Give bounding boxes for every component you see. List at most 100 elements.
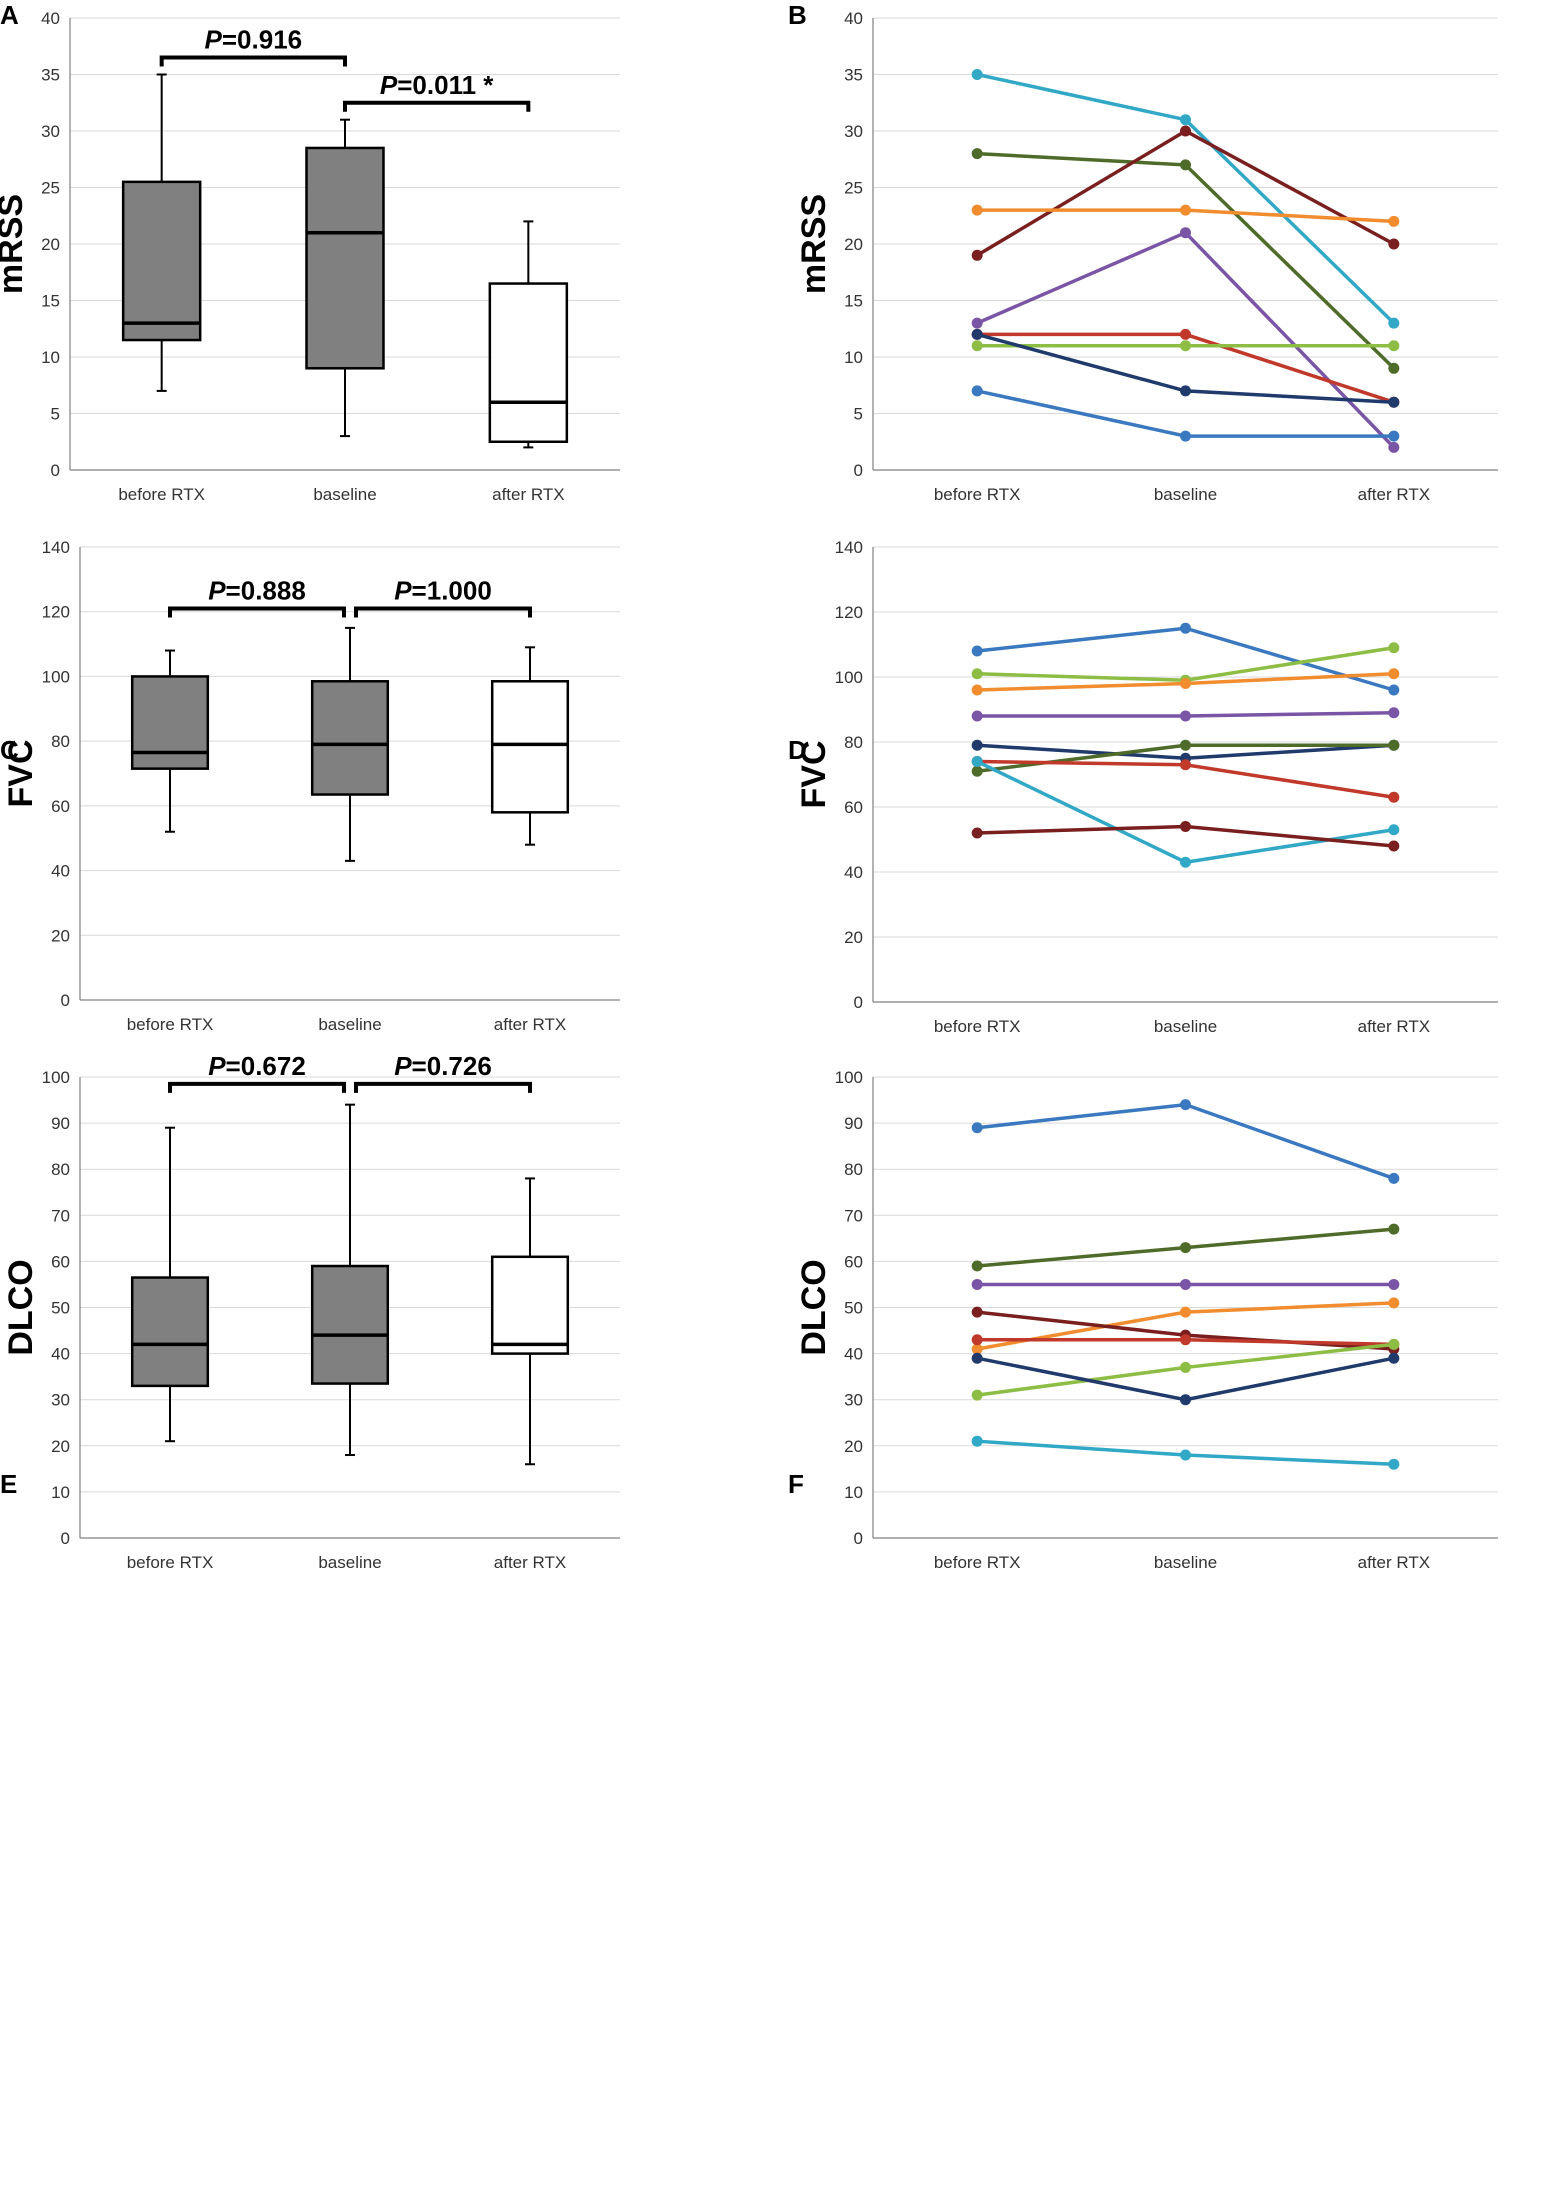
p-value: =0.888 [226, 575, 306, 605]
series-point [971, 710, 983, 722]
series [971, 125, 1400, 261]
panel-letter: F [788, 1469, 804, 1499]
y-axis-title: FVC [2, 740, 40, 808]
series-point [971, 340, 983, 352]
p-symbol: P [394, 575, 412, 605]
y-tick-label: 60 [844, 798, 863, 817]
y-tick-label: 30 [844, 1391, 863, 1410]
p-value: =0.011 * [397, 70, 494, 100]
series-point [1388, 791, 1400, 803]
y-tick-label: 30 [41, 122, 60, 141]
series-point [971, 1389, 983, 1401]
box [121, 73, 202, 392]
series-point [1180, 856, 1191, 868]
series-point [1388, 1338, 1400, 1350]
x-tick-label: after RTX [1358, 485, 1430, 504]
y-tick-label: 20 [51, 926, 70, 945]
y-tick-label: 80 [51, 732, 70, 751]
series [971, 385, 1400, 442]
box-iqr [490, 1255, 570, 1355]
series [971, 1099, 1400, 1184]
series-point [1180, 1361, 1191, 1373]
p-value: =1.000 [412, 575, 492, 605]
y-tick-label: 0 [61, 1529, 70, 1548]
series-point [1180, 125, 1191, 137]
y-tick-label: 30 [844, 122, 863, 141]
p-value-label: P=0.011 * [380, 70, 494, 100]
series-point [971, 1352, 983, 1364]
series-point [1180, 1449, 1191, 1461]
series-point [1388, 430, 1400, 442]
y-tick-label: 40 [844, 9, 863, 28]
y-tick-label: 100 [835, 1068, 863, 1087]
box-iqr [310, 680, 390, 796]
series-point [971, 1260, 983, 1272]
panel-letter: D [788, 735, 807, 765]
series-point [1388, 739, 1400, 751]
y-tick-label: 40 [41, 9, 60, 28]
significance-bracket: P=0.916 [159, 25, 347, 67]
series [971, 622, 1400, 696]
series-point [1180, 114, 1191, 126]
p-value-label: P=0.888 [208, 575, 306, 605]
series-point [971, 645, 983, 657]
y-tick-label: 100 [835, 668, 863, 687]
series-point [1388, 396, 1400, 408]
y-tick-label: 60 [51, 797, 70, 816]
series [971, 204, 1400, 227]
series [971, 227, 1400, 453]
series-point [1388, 642, 1400, 654]
series-point [1388, 340, 1400, 352]
y-tick-label: 25 [844, 179, 863, 198]
series-point [1388, 1172, 1400, 1184]
chart-svg: 0 5 10 15 20 25 30 35 40 before RTX baseline after … [0, 9, 620, 504]
box [488, 220, 569, 449]
y-tick-label: 20 [41, 235, 60, 254]
panel-e: E 0 10 20 30 40 50 60 70 80 90 100 before RTX baseli… [0, 1051, 778, 2192]
y-tick-label: 40 [51, 862, 70, 881]
significance-bracket: P=0.888 [168, 575, 346, 618]
x-tick-label: before RTX [118, 485, 205, 504]
series-point [971, 1334, 983, 1346]
p-value-label: P=1.000 [394, 575, 492, 605]
y-tick-label: 0 [51, 461, 60, 480]
y-tick-label: 5 [854, 405, 863, 424]
x-tick-label: after RTX [494, 1553, 566, 1572]
significance-bracket: P=0.011 * [343, 70, 531, 112]
y-axis-title: mRSS [795, 194, 833, 294]
x-tick-label: baseline [1154, 1017, 1217, 1036]
series-point [971, 385, 983, 397]
series [971, 1278, 1400, 1290]
series [971, 756, 1400, 803]
box-iqr [488, 282, 569, 443]
series-point [971, 69, 983, 80]
series-point [1388, 1352, 1400, 1364]
series-point [1180, 1306, 1191, 1318]
series-point [1180, 430, 1191, 442]
series-point [1388, 1223, 1400, 1235]
series-point [1180, 1242, 1191, 1254]
series-point [971, 739, 983, 751]
p-symbol: P [208, 575, 226, 605]
p-symbol: P [208, 1051, 226, 1081]
series-point [1388, 1458, 1400, 1470]
series-point [1180, 821, 1191, 832]
box [310, 626, 390, 862]
y-tick-label: 100 [42, 667, 70, 686]
series-point [971, 756, 983, 767]
x-tick-label: before RTX [934, 1553, 1021, 1572]
y-tick-label: 100 [42, 1068, 70, 1087]
x-tick-label: before RTX [127, 1015, 214, 1034]
y-tick-label: 80 [844, 733, 863, 752]
series [971, 340, 1400, 352]
x-tick-label: baseline [318, 1015, 381, 1034]
bracket-line [168, 1081, 346, 1093]
x-tick-label: after RTX [1358, 1553, 1430, 1572]
series-point [1180, 759, 1191, 771]
y-tick-label: 120 [835, 603, 863, 622]
series-point [1388, 840, 1400, 852]
series-point [1388, 362, 1400, 374]
series-point [971, 827, 983, 839]
series-point [1180, 739, 1191, 751]
x-tick-label: before RTX [934, 485, 1021, 504]
